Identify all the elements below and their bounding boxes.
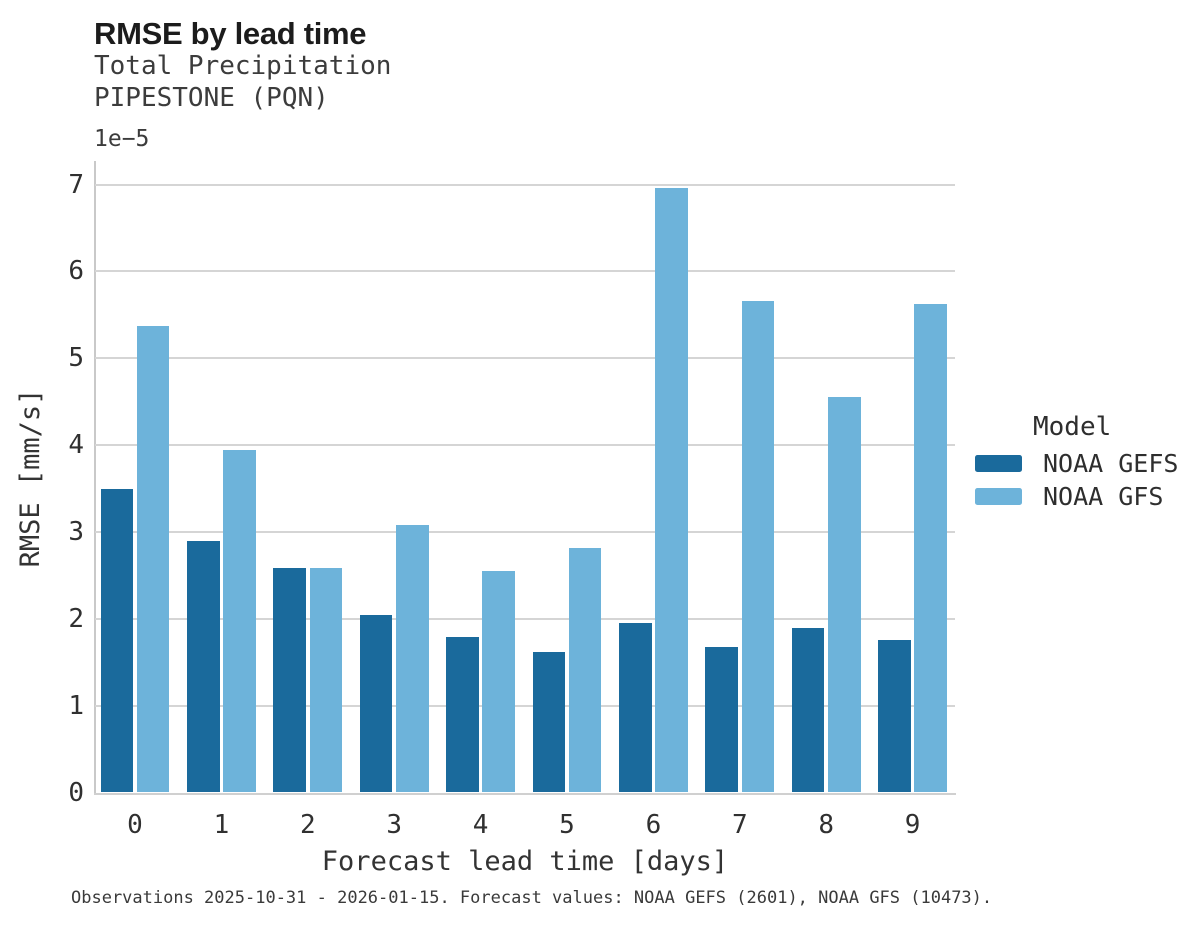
legend-entry-noaa-gfs: NOAA GFS xyxy=(975,481,1164,511)
plot-area xyxy=(95,162,955,793)
gridline-y-2 xyxy=(95,617,955,620)
y-tick-label-2: 2 xyxy=(68,603,84,634)
bar-noaa-gfs-day-1 xyxy=(223,450,256,793)
bar-noaa-gefs-day-5 xyxy=(532,651,566,793)
x-axis-title: Forecast lead time [days] xyxy=(321,846,729,877)
footer-caption: Observations 2025-10-31 - 2026-01-15. Fo… xyxy=(71,888,993,908)
gridline-y-1 xyxy=(95,704,955,707)
bar-noaa-gfs-day-2 xyxy=(309,568,343,793)
bar-noaa-gefs-day-8 xyxy=(791,628,825,793)
bar-noaa-gfs-day-6 xyxy=(655,188,688,793)
x-tick-label-2: 2 xyxy=(299,810,316,840)
bar-noaa-gfs-day-7 xyxy=(741,300,775,793)
y-tick-label-7: 7 xyxy=(68,169,84,200)
gridline-y-3 xyxy=(95,530,955,533)
legend-label-noaa-gefs: NOAA GEFS xyxy=(1043,448,1179,478)
bar-noaa-gefs-day-1 xyxy=(186,540,220,793)
bar-noaa-gefs-day-4 xyxy=(446,637,479,793)
x-tick-label-3: 3 xyxy=(386,810,403,840)
legend-title: Model xyxy=(1033,412,1112,442)
bar-noaa-gefs-day-2 xyxy=(273,568,307,793)
legend-label-noaa-gfs: NOAA GFS xyxy=(1043,481,1164,511)
x-tick-label-8: 8 xyxy=(818,810,835,840)
x-tick-label-9: 9 xyxy=(904,810,921,840)
bar-noaa-gfs-day-5 xyxy=(568,548,602,793)
bar-noaa-gefs-day-3 xyxy=(359,615,393,793)
bar-noaa-gefs-day-7 xyxy=(705,646,739,793)
bar-noaa-gfs-day-8 xyxy=(827,397,861,793)
x-tick-label-1: 1 xyxy=(213,810,230,840)
y-axis-spine xyxy=(94,161,96,795)
gridline-y-6 xyxy=(95,270,955,273)
legend-entry-noaa-gefs: NOAA GEFS xyxy=(975,448,1179,478)
y-tick-label-4: 4 xyxy=(68,430,84,461)
bar-noaa-gfs-day-0 xyxy=(136,326,170,793)
x-axis-spine xyxy=(94,792,956,795)
x-tick-label-6: 6 xyxy=(645,810,662,840)
y-tick-label-0: 0 xyxy=(68,777,84,808)
gridline-y-5 xyxy=(95,357,955,360)
y-axis-offset-label: 1e−5 xyxy=(94,126,150,152)
bar-noaa-gfs-day-3 xyxy=(395,525,429,793)
bar-noaa-gefs-day-0 xyxy=(100,488,134,793)
y-tick-label-6: 6 xyxy=(68,256,84,287)
gridline-y-7 xyxy=(95,183,955,186)
bar-noaa-gfs-day-9 xyxy=(914,304,948,793)
bar-noaa-gefs-day-6 xyxy=(618,623,652,793)
y-tick-label-3: 3 xyxy=(68,516,84,547)
y-tick-label-5: 5 xyxy=(68,343,84,374)
chart-title: RMSE by lead time xyxy=(94,16,367,51)
chart-subtitle-variable: Total Precipitation xyxy=(94,51,392,81)
y-tick-label-1: 1 xyxy=(68,690,84,721)
x-tick-label-7: 7 xyxy=(731,810,748,840)
x-tick-label-0: 0 xyxy=(127,810,143,840)
chart-subtitle-station: PIPESTONE (PQN) xyxy=(94,83,329,113)
x-tick-label-5: 5 xyxy=(559,810,575,840)
x-tick-label-4: 4 xyxy=(472,810,489,840)
bar-noaa-gfs-day-4 xyxy=(482,571,516,793)
y-axis-title: RMSE [mm/s] xyxy=(15,388,46,568)
gridline-y-4 xyxy=(95,444,955,447)
legend-swatch-noaa-gefs xyxy=(975,454,1022,472)
legend-swatch-noaa-gfs xyxy=(975,487,1022,505)
bar-noaa-gefs-day-9 xyxy=(878,639,911,793)
